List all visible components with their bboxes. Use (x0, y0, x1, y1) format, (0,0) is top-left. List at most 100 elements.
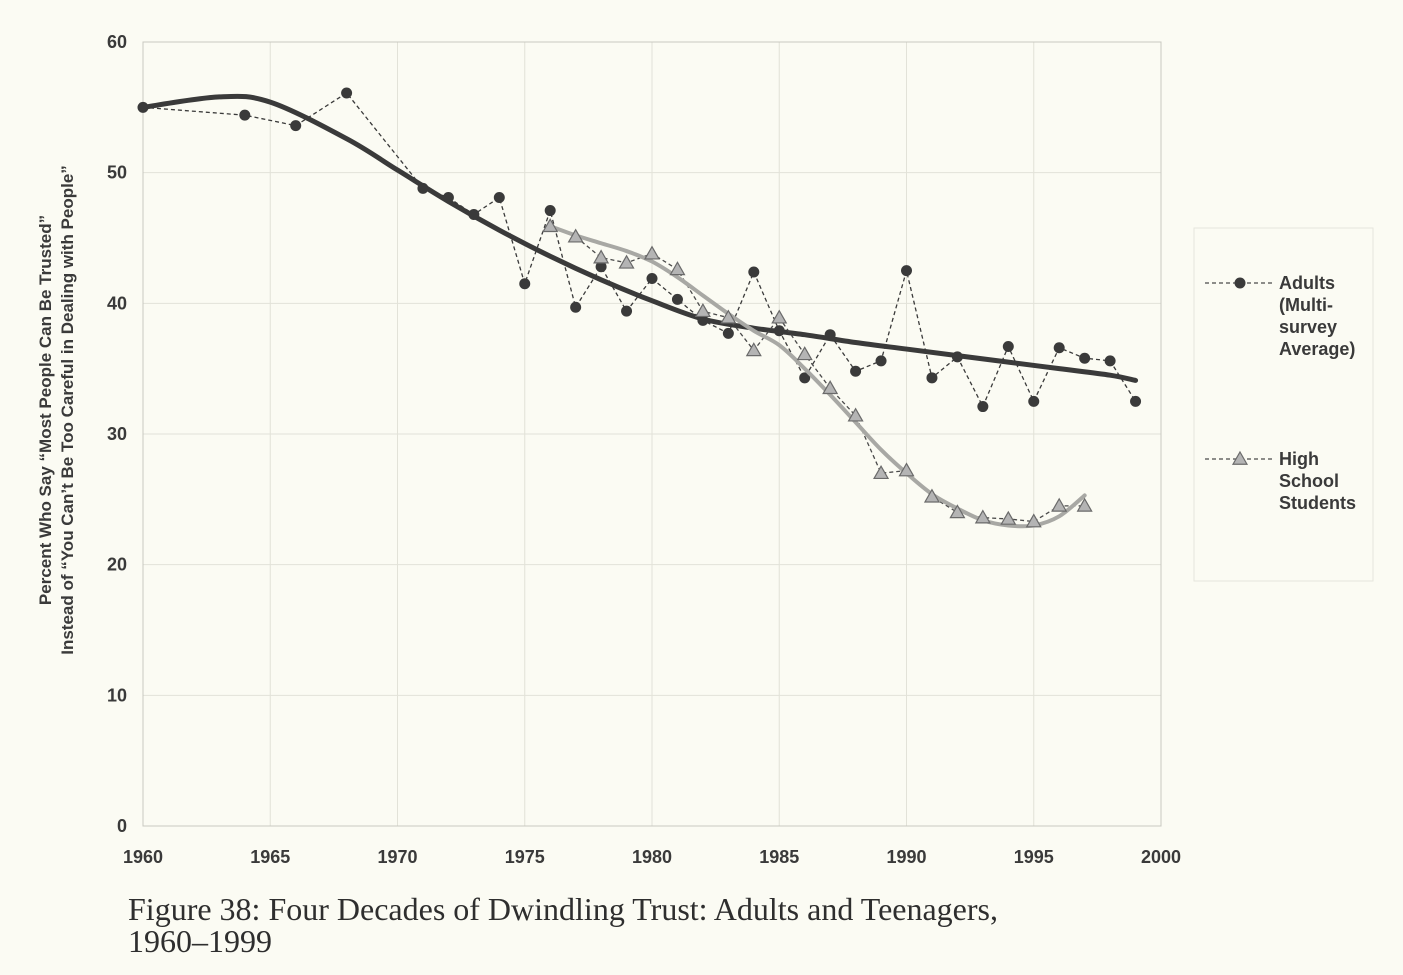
adults-data-point (850, 365, 862, 377)
adults-data-point (570, 301, 582, 313)
students-data-point (618, 254, 635, 269)
legend-marker-adults (1234, 277, 1246, 289)
adults-data-point (926, 372, 938, 384)
students-data-point (847, 407, 864, 422)
students-data-point (669, 261, 686, 276)
y-tick-label: 10 (107, 685, 127, 705)
students-data-point (1051, 497, 1068, 512)
y-tick-label: 0 (117, 816, 127, 836)
adults-data-point (595, 261, 607, 273)
students-data-point (974, 509, 991, 524)
x-tick-label: 1970 (377, 847, 417, 867)
students-data-point (898, 462, 915, 477)
adults-data-point (519, 278, 531, 290)
adults-trend-line (140, 93, 1139, 383)
adults-data-point (341, 87, 353, 99)
students-data-point (796, 346, 813, 361)
adults-data-point (722, 327, 734, 339)
series-adults (137, 87, 1142, 413)
students-dashed-line (549, 225, 1085, 523)
students-data-point (643, 245, 661, 260)
students-data-point (542, 218, 559, 233)
adults-data-point (875, 355, 887, 367)
adults-data-point (137, 101, 149, 113)
adults-data-point (748, 266, 760, 278)
x-tick-label: 2000 (1141, 847, 1181, 867)
x-tick-label: 1965 (250, 847, 290, 867)
adults-data-point (824, 329, 836, 341)
y-axis-title-line1: Percent Who Say “Most People Can Be Trus… (36, 215, 55, 605)
students-data-point (567, 228, 584, 243)
legend-box (1193, 227, 1374, 582)
adults-data-point (901, 265, 912, 277)
x-tick-label: 1985 (759, 847, 799, 867)
adults-data-point (951, 351, 963, 363)
students-data-point (720, 309, 737, 324)
adults-data-point (1130, 395, 1142, 407)
adults-data-point (1104, 355, 1116, 367)
caption-line-2: 1960–1999 (128, 923, 272, 959)
legend-label-adults: (Multi- (1279, 295, 1333, 315)
adults-data-point (544, 205, 556, 217)
legend-label-students: Students (1279, 493, 1356, 513)
y-axis-title: Percent Who Say “Most People Can Be Trus… (36, 165, 77, 655)
y-axis-title-line2: Instead of “You Can’t Be Too Careful in … (58, 165, 77, 655)
adults-data-point (290, 120, 302, 132)
students-data-point (1076, 497, 1093, 512)
x-tick-label: 1990 (886, 847, 926, 867)
caption-line-1: Figure 38: Four Decades of Dwindling Tru… (128, 891, 998, 927)
students-data-point (873, 464, 890, 480)
students-data-point (745, 342, 762, 357)
x-tick-label: 1975 (505, 847, 545, 867)
students-data-point (949, 504, 966, 519)
y-tick-label: 20 (107, 555, 127, 575)
adults-data-point (671, 293, 683, 305)
students-trend-line (548, 224, 1087, 529)
legend-label-students: High (1279, 449, 1319, 469)
adults-data-point (646, 273, 658, 285)
students-data-point (593, 249, 610, 264)
y-tick-label: 60 (107, 32, 127, 52)
y-tick-label: 30 (107, 424, 127, 444)
adults-data-point (442, 191, 454, 203)
adults-data-point (799, 372, 811, 384)
students-data-point (694, 302, 711, 318)
y-tick-label: 50 (107, 163, 127, 183)
x-tick-label: 1995 (1014, 847, 1054, 867)
adults-data-point (239, 109, 251, 121)
gridlines (142, 41, 1162, 827)
adults-data-point (697, 314, 709, 326)
adults-data-point (468, 208, 480, 220)
plot-area (142, 41, 1162, 827)
adults-data-point (773, 325, 785, 337)
series-students (542, 218, 1093, 529)
adults-data-point (1002, 340, 1014, 352)
adults-data-point (1053, 342, 1065, 354)
students-data-point (1000, 510, 1017, 525)
adults-data-point (417, 182, 429, 194)
y-tick-label: 40 (107, 293, 127, 313)
x-tick-label: 1960 (123, 847, 163, 867)
adults-data-point (1079, 352, 1091, 364)
legend-marker-students (1231, 450, 1249, 465)
x-tick-label: 1980 (632, 847, 672, 867)
adults-data-point (493, 191, 505, 203)
figure-caption: Figure 38: Four Decades of Dwindling Tru… (128, 893, 1228, 957)
axes: 1960 1965 1970 1975 1980 1985 1990 1995 2000 0 10 2… (107, 32, 1181, 867)
legend-label-adults: Adults (1279, 273, 1335, 293)
legend-label-adults: Average) (1279, 339, 1355, 359)
series (137, 87, 1142, 529)
students-data-point (822, 380, 839, 395)
adults-data-point (1028, 395, 1040, 407)
students-data-point (1025, 513, 1042, 528)
students-data-point (923, 488, 940, 503)
legend-label-students: School (1279, 471, 1339, 491)
legend-label-adults: survey (1279, 317, 1337, 337)
students-data-point (771, 309, 788, 324)
adults-data-point (977, 401, 989, 413)
adults-data-point (621, 305, 633, 317)
